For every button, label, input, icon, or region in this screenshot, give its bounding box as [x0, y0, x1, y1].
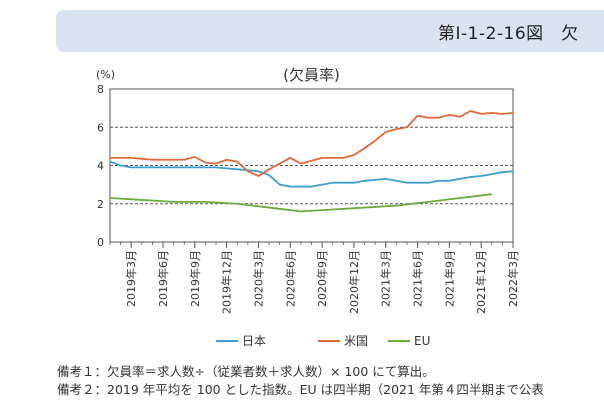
series-line-2: [109, 193, 492, 213]
y-tick-label-4: 4: [97, 160, 104, 173]
note-line-2: 備考２：2019 年平均を 100 とした指数。EU は四半期（2021 年第４…: [57, 382, 544, 397]
x-tick-label: 2020年6月: [283, 250, 297, 307]
figure-title: 第Ⅰ-1-2-16図 欠: [438, 24, 579, 44]
header-bar: [56, 10, 604, 52]
x-tick-label: 2021年12月: [474, 250, 488, 314]
series-line-0: [109, 160, 514, 188]
x-tick-label: 2019年12月: [220, 250, 234, 314]
x-tick-label: 2019年9月: [188, 250, 202, 307]
note-line-1: 備考１：欠員率＝求人数÷（従業者数＋求人数）× 100 にて算出。: [57, 364, 435, 379]
x-tick-label: 2022年3月: [506, 250, 520, 307]
y-tick-label-8: 8: [97, 83, 104, 96]
x-tick-label: 2021年9月: [442, 250, 456, 307]
notes: 備考１：欠員率＝求人数÷（従業者数＋求人数）× 100 にて算出。 備考２：20…: [57, 363, 544, 399]
chart-title: (欠員率): [283, 66, 340, 84]
x-tick-label: 2020年3月: [251, 250, 265, 307]
x-tick-label: 2021年6月: [411, 250, 425, 307]
x-tick-label: 2019年6月: [156, 250, 170, 307]
series-line-1: [110, 110, 514, 177]
legend-label-2: EU: [414, 334, 430, 348]
y-tick-label-2: 2: [97, 198, 104, 211]
x-tick-label: 2019年3月: [124, 250, 138, 307]
x-tick-label: 2020年9月: [315, 250, 329, 307]
y-tick-label-6: 6: [97, 121, 104, 134]
y-tick-label-0: 0: [97, 236, 104, 249]
x-tick-label: 2021年3月: [379, 250, 393, 307]
x-tick-label: 2020年12月: [347, 250, 361, 314]
legend-label-1: 米国: [344, 334, 368, 348]
y-axis-unit: (%): [96, 68, 115, 81]
legend-label-0: 日本: [242, 334, 266, 348]
